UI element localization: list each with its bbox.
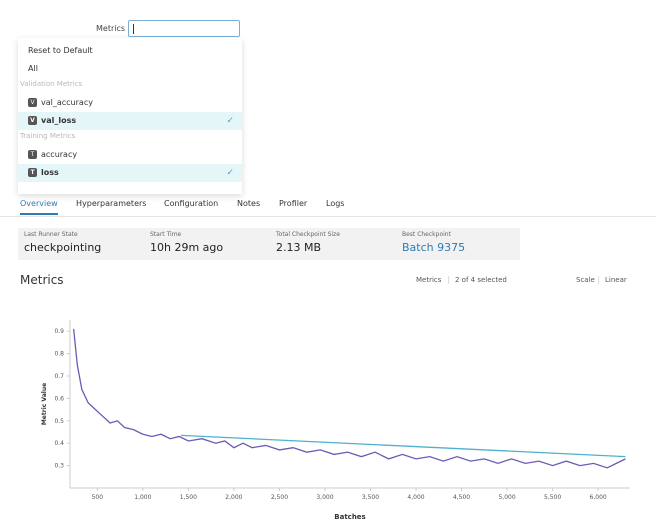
- selector-value[interactable]: 2 of 4 selected: [448, 276, 555, 284]
- x-tick-label: 6,000: [590, 494, 607, 501]
- badge: T: [28, 150, 37, 159]
- y-tick-label: 0.3: [54, 463, 64, 470]
- tab[interactable]: Profiler: [279, 199, 308, 208]
- x-tick-label: 5,500: [544, 494, 561, 501]
- y-tick-label: 0.7: [54, 373, 64, 380]
- stat: Best Checkpoint Batch 9375: [402, 231, 465, 254]
- badge: T: [28, 168, 37, 177]
- stat: Start Time 10h 29m ago: [150, 231, 223, 254]
- series-line: [72, 328, 626, 469]
- stat-label: Total Checkpoint Size: [276, 231, 340, 238]
- tab[interactable]: Overview: [20, 199, 58, 215]
- series-line: [181, 434, 626, 458]
- metric-name: val_loss: [41, 116, 77, 125]
- stat-label: Best Checkpoint: [402, 231, 451, 238]
- tab[interactable]: Configuration: [164, 199, 219, 208]
- tab[interactable]: Hyperparameters: [76, 199, 147, 208]
- selector-label: Metrics: [416, 276, 442, 284]
- scale-label: Scale: [576, 276, 595, 284]
- stat: Total Checkpoint Size 2.13 MB: [276, 231, 340, 254]
- group-title: Training Metrics: [20, 132, 76, 140]
- x-tick-label: 2,500: [271, 494, 288, 501]
- filter-label: Metrics: [96, 24, 126, 33]
- x-axis-label: Batches: [334, 513, 365, 521]
- x-tick-label: 5,000: [498, 494, 515, 501]
- tab[interactable]: Notes: [237, 199, 261, 208]
- y-tick-label: 0.8: [54, 351, 64, 358]
- x-tick-label: 1,500: [180, 494, 197, 501]
- tab[interactable]: Logs: [326, 199, 345, 208]
- tab-bar: Overview Hyperparameters Configuration Note…: [0, 196, 656, 217]
- stat-value: checkpointing: [24, 241, 102, 254]
- x-tick-label: 4,000: [407, 494, 424, 501]
- menu-action[interactable]: All: [28, 64, 38, 73]
- stat: Last Runner State checkpointing: [24, 231, 101, 254]
- menu-action[interactable]: Reset to Default: [28, 46, 93, 55]
- section-title: Metrics: [20, 273, 64, 287]
- stat-value: 2.13 MB: [276, 241, 322, 254]
- metric-name: loss: [41, 168, 59, 177]
- y-tick-label: 0.9: [54, 328, 64, 335]
- summary-bar: Last Runner State checkpointing Start Time…: [18, 228, 520, 260]
- check-mark: ✓: [226, 168, 234, 178]
- stat-value: 10h 29m ago: [150, 241, 224, 254]
- metric-name: accuracy: [41, 150, 78, 159]
- x-tick-label: 4,500: [453, 494, 470, 501]
- y-tick-label: 0.4: [54, 440, 64, 447]
- stat-value[interactable]: Batch 9375: [402, 241, 466, 254]
- y-tick-label: 0.6: [54, 395, 64, 402]
- check-mark: ✓: [226, 116, 234, 126]
- stat-label: Last Runner State: [24, 231, 78, 238]
- badge: V: [28, 116, 37, 125]
- stat-label: Start Time: [150, 231, 182, 238]
- y-tick-label: 0.5: [54, 418, 64, 425]
- x-tick-label: 500: [92, 494, 104, 501]
- badge: V: [28, 98, 37, 107]
- metric-name: val_accuracy: [41, 98, 93, 107]
- filter-input[interactable]: [128, 20, 240, 37]
- y-axis-label: Metric Value: [41, 383, 48, 425]
- scale-value[interactable]: Linear: [598, 276, 627, 284]
- x-tick-label: 3,000: [316, 494, 333, 501]
- x-tick-label: 1,000: [134, 494, 151, 501]
- x-tick-label: 2,000: [225, 494, 242, 501]
- x-tick-label: 3,500: [362, 494, 379, 501]
- group-title: Validation Metrics: [20, 80, 83, 88]
